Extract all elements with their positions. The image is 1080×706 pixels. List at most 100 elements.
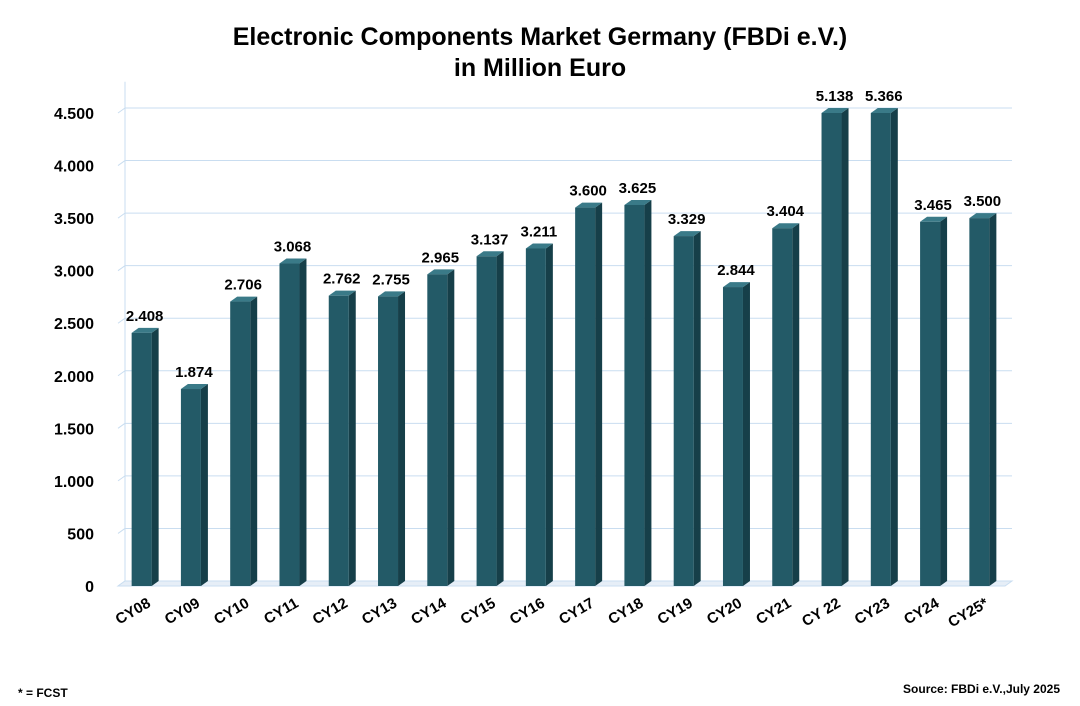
bar-side: [348, 290, 356, 586]
data-label: 1.874: [175, 364, 213, 381]
gridline-side: [117, 160, 126, 166]
data-label: 2.408: [126, 308, 164, 325]
data-label: 5.138: [816, 88, 854, 105]
chart-title: Electronic Components Market Germany (FB…: [232, 23, 848, 51]
y-tick-label: 500: [67, 526, 94, 543]
y-tick-label: 3.000: [54, 264, 94, 281]
x-tick-label: CY16: [507, 595, 548, 628]
bar-side: [496, 251, 504, 586]
chart-subtitle: in Million Euro: [453, 54, 627, 82]
gridline-side: [117, 317, 126, 324]
bar-side: [890, 108, 898, 586]
data-label: 3.137: [471, 231, 509, 248]
bar-top: [722, 282, 750, 288]
x-tick-label: CY13: [359, 595, 400, 628]
x-tick-label: CY09: [162, 595, 203, 628]
data-label: 3.404: [766, 203, 804, 220]
data-label: 3.500: [964, 193, 1002, 210]
bar: [575, 207, 596, 586]
x-tick-label: CY12: [310, 595, 351, 628]
bar: [673, 236, 694, 586]
x-tick-label: CY24: [901, 594, 943, 628]
x-tick-label: CY14: [408, 594, 450, 628]
bar: [624, 204, 645, 586]
bar: [427, 274, 448, 586]
bar-top: [969, 213, 997, 219]
y-tick-label: 1.500: [54, 421, 94, 438]
x-tick-label: CY23: [852, 595, 893, 628]
bar-side: [940, 216, 948, 587]
bar: [378, 296, 399, 586]
bar-top: [870, 108, 898, 113]
data-label: 3.068: [274, 239, 312, 256]
bar: [870, 113, 891, 586]
gridline-side: [117, 370, 126, 377]
bar-side: [595, 202, 603, 586]
bar-side: [792, 223, 800, 586]
bar-top: [821, 108, 849, 113]
bar: [328, 295, 349, 586]
source-note: Source: FBDi e.V.,July 2025: [903, 682, 1060, 696]
bar-top: [476, 251, 504, 257]
data-label: 3.465: [914, 197, 952, 214]
bar: [722, 287, 743, 586]
bar-top: [131, 327, 159, 333]
bar: [279, 263, 300, 586]
y-tick-label: 0: [85, 579, 94, 596]
data-label: 5.366: [865, 88, 903, 105]
bar-top: [525, 243, 553, 249]
bar-top: [230, 296, 258, 302]
bar-side: [250, 296, 258, 586]
bar: [525, 248, 546, 586]
data-label: 3.211: [521, 223, 558, 240]
bar-top: [279, 258, 307, 264]
bar-top: [328, 290, 356, 296]
x-tick-label: CY11: [261, 595, 301, 628]
x-tick-label: CY25*: [945, 595, 991, 631]
data-label: 2.762: [323, 271, 361, 288]
bar-side: [398, 291, 406, 586]
bar: [230, 301, 251, 586]
bar: [772, 228, 793, 586]
bar-top: [673, 231, 701, 237]
bar-top: [772, 223, 800, 229]
data-label: 2.844: [717, 262, 755, 279]
x-tick-label: CY 22: [799, 595, 843, 630]
bar-top: [427, 269, 455, 275]
y-tick-label: 2.500: [54, 316, 94, 333]
bar-side: [299, 258, 307, 586]
bar-side: [545, 243, 553, 586]
bar: [821, 113, 842, 586]
x-tick-label: CY17: [556, 595, 597, 628]
bar: [180, 389, 201, 586]
x-tick-label: CY10: [211, 595, 252, 628]
y-tick-label: 4.000: [54, 159, 94, 176]
bar: [131, 332, 152, 586]
y-tick-label: 2.000: [54, 369, 94, 386]
gridline-side: [117, 422, 126, 429]
bar-top: [180, 384, 208, 390]
bar-side: [693, 231, 701, 586]
data-label: 3.625: [619, 180, 657, 197]
footnote: * = FCST: [18, 686, 68, 700]
gridline-side: [117, 475, 126, 482]
data-label: 2.706: [224, 277, 262, 294]
bar-top: [575, 202, 603, 208]
bar-side: [841, 108, 849, 586]
data-label: 3.600: [569, 183, 607, 200]
bar: [476, 256, 497, 586]
data-label: 2.755: [372, 271, 410, 288]
gridline-side: [117, 107, 126, 114]
bar-top: [378, 291, 406, 297]
x-tick-label: CY18: [605, 595, 646, 628]
data-label: 3.329: [668, 211, 706, 228]
bar-side: [200, 384, 208, 586]
bar: [920, 221, 941, 587]
bar-side: [447, 269, 455, 586]
gridline-side: [117, 212, 126, 219]
bar-side: [644, 199, 652, 586]
bar-top: [920, 216, 948, 222]
bar-side: [989, 213, 997, 586]
x-tick-label: CY08: [113, 595, 154, 628]
